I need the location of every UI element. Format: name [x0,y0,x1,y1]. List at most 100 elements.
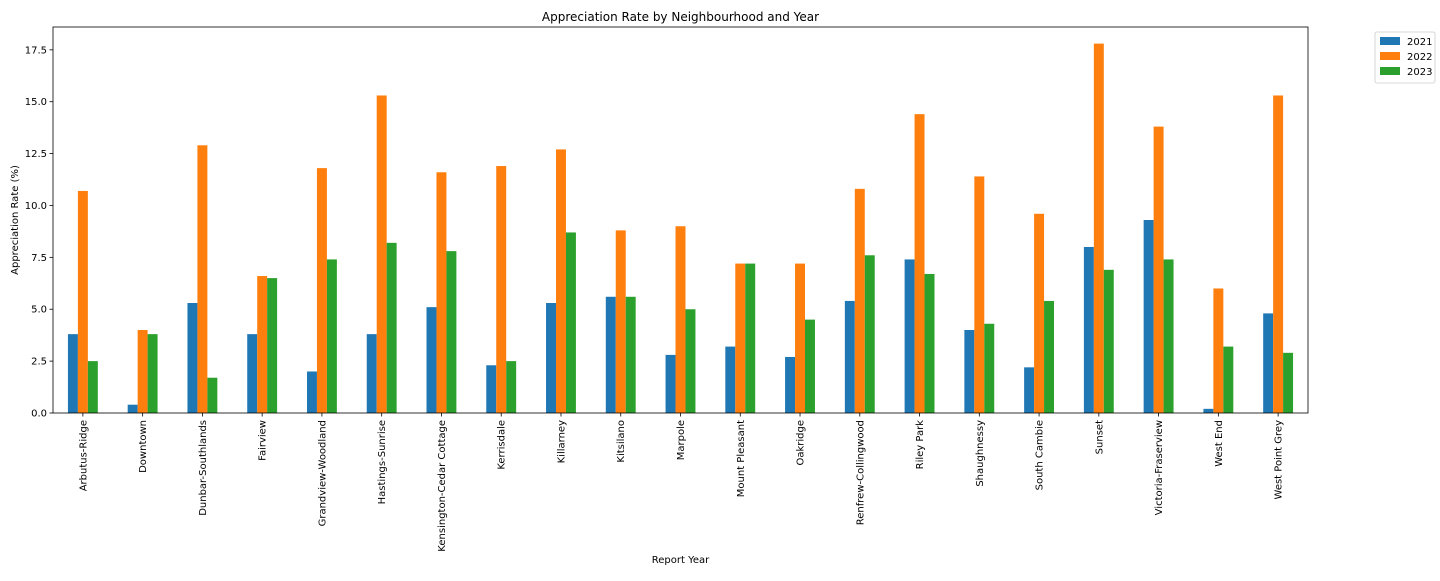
bar-2023-south-cambie [1044,300,1055,413]
y-tick-label: 0.0 [31,409,47,420]
x-tick-label: Oakridge [796,420,807,466]
y-tick-label: 2.5 [31,357,47,368]
x-tick-label: Sunset [1094,420,1105,454]
bar-2021-riley-park [904,259,915,413]
bar-2023-dunbar-southlands [207,377,218,413]
x-tick-label: Arbutus-Ridge [78,420,89,491]
x-tick-label: Marpole [676,420,687,460]
bar-2022-shaughnessy [974,176,985,413]
bar-2022-riley-park [914,114,925,413]
bar-2022-grandview-woodland [316,168,327,413]
bar-2022-marpole [675,226,686,413]
bar-2022-oakridge [795,263,805,413]
y-tick-label: 17.5 [25,45,47,56]
bar-2023-fairview [267,278,278,413]
bar-2022-kerrisdale [496,166,507,413]
bar-2022-kitsilano [615,230,626,413]
bar-2021-shaughnessy [964,329,975,413]
bar-2021-south-cambie [1024,367,1035,413]
bar-2023-victoria-fraserview [1163,259,1174,413]
bar-2021-victoria-fraserview [1143,220,1154,413]
x-tick-label: Kensington-Cedar Cottage [437,420,448,552]
legend: 2021 2022 2023 [1374,31,1436,84]
bar-2021-hastings-sunrise [366,334,377,413]
x-tick-label: Kitsilano [616,420,627,463]
x-tick-label: West End [1214,420,1225,467]
x-tick-label: Killarney [556,420,567,463]
x-tick-label: Victoria-Fraserview [1154,420,1165,515]
bar-2023-kitsilano [625,296,636,413]
x-tick-label: Dunbar-Southlands [198,420,209,516]
bar-2022-hastings-sunrise [376,95,387,413]
x-tick-label: Renfrew-Collingwood [855,420,866,525]
y-tick-label: 15.0 [25,97,47,108]
bar-2021-downtown [127,404,138,413]
chart-title: Appreciation Rate by Neighbourhood and Y… [542,10,819,24]
bar-2023-renfrew-collingwood [864,255,875,413]
ticks-layer: 0.0 2.5 5.0 7.5 10.0 12.5 15.0 17.5 Arbutus-Ridg… [25,45,1285,551]
bar-2023-shaughnessy [984,323,995,413]
bar-2022-dunbar-southlands [197,145,208,414]
y-axis-label: Appreciation Rate (%) [10,165,21,275]
bar-2023-west-point-grey [1283,352,1294,413]
bar-2021-kitsilano [605,296,616,413]
x-axis-label: Report Year [652,555,710,566]
x-tick-label: Hastings-Sunrise [377,420,388,504]
legend-label-2022: 2022 [1407,52,1432,63]
bar-2022-west-end [1213,288,1224,413]
bar-2021-arbutus-ridge [67,334,78,413]
bar-2021-west-end [1203,408,1214,413]
legend-swatch-2022 [1380,52,1400,60]
bar-2023-riley-park [924,273,935,413]
legend-swatch-2021 [1380,37,1400,45]
bar-2023-hastings-sunrise [386,242,397,413]
bar-2022-west-point-grey [1273,95,1284,413]
bar-2022-victoria-fraserview [1153,126,1164,414]
legend-swatch-2023 [1380,67,1400,75]
bar-2023-sunset [1103,269,1114,413]
x-tick-label: Riley Park [915,420,926,470]
bars-layer [67,43,1294,414]
x-tick-label: Shaughnessy [975,420,986,487]
bar-2022-killarney [556,149,566,413]
bar-2023-killarney [565,232,576,413]
bar-2021-oakridge [785,356,796,413]
bar-2023-kensington-cedar-cottage [446,251,457,413]
bar-2023-west-end [1223,346,1234,413]
legend-label-2023: 2023 [1407,67,1432,78]
bar-2021-dunbar-southlands [187,303,198,413]
legend-label-2021: 2021 [1407,37,1432,48]
bar-2022-kensington-cedar-cottage [436,172,447,413]
bar-2023-downtown [147,334,158,413]
x-tick-label: Fairview [258,420,269,461]
bar-2021-renfrew-collingwood [844,300,855,413]
bar-2022-fairview [257,276,268,413]
x-tick-label: Downtown [138,420,149,473]
y-tick-label: 12.5 [25,149,47,160]
bar-2022-renfrew-collingwood [854,188,865,413]
y-tick-label: 5.0 [31,305,47,316]
bar-2023-arbutus-ridge [87,361,98,413]
x-tick-label: Grandview-Woodland [317,420,328,526]
bar-2021-kensington-cedar-cottage [426,307,437,413]
bar-2022-mount-pleasant [735,263,746,413]
x-tick-label: Kerrisdale [497,420,508,470]
x-tick-label: South Cambie [1035,420,1046,490]
bar-2023-grandview-woodland [326,259,337,413]
bar-2023-oakridge [805,319,815,413]
bar-2022-downtown [137,329,148,413]
bar-2021-marpole [665,354,676,413]
bar-2022-sunset [1093,43,1104,413]
x-tick-label: Mount Pleasant [736,420,747,497]
bar-2023-mount-pleasant [745,263,756,413]
bar-2023-marpole [685,309,696,413]
bar-2022-arbutus-ridge [77,190,88,413]
bar-2021-grandview-woodland [306,371,317,413]
bar-2021-sunset [1083,246,1094,413]
bar-2021-mount-pleasant [725,346,736,413]
bar-2023-kerrisdale [506,361,517,413]
bar-2021-fairview [247,334,258,413]
bar-2022-south-cambie [1034,213,1045,413]
